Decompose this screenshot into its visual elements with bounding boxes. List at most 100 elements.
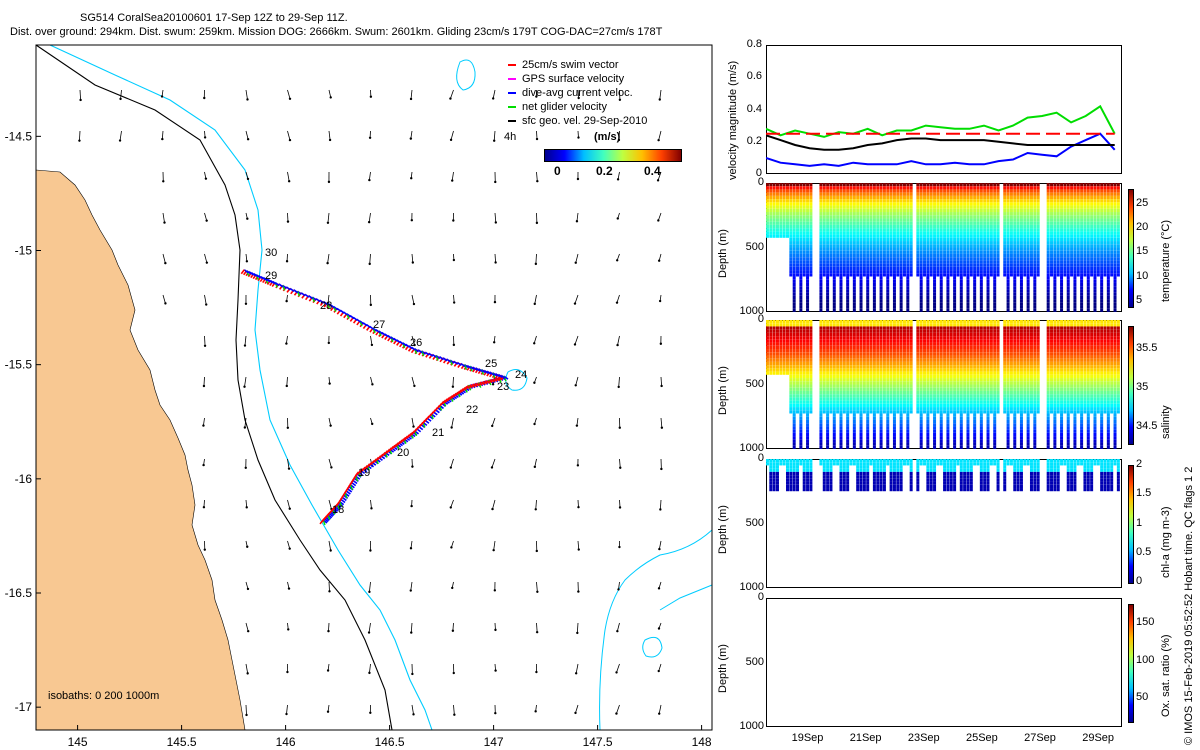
profile-sample <box>782 202 786 206</box>
profile-sample <box>839 237 843 242</box>
profile-sample <box>866 361 870 366</box>
legend-label: GPS surface velocity <box>522 73 625 85</box>
profile-sample <box>1053 186 1057 190</box>
profile-sample <box>1060 276 1064 280</box>
profile-sample <box>929 218 933 222</box>
profile-sample <box>792 323 796 327</box>
profile-sample <box>892 208 896 212</box>
profile-sample <box>846 413 850 417</box>
sfc-velocity-arrow <box>535 130 539 141</box>
profile-sample <box>1013 186 1017 190</box>
profile-sample <box>923 183 927 187</box>
profile-sample <box>916 202 920 206</box>
profile-sample <box>792 345 796 349</box>
profile-sample <box>802 384 806 388</box>
profile-sample <box>809 339 813 343</box>
profile-sample <box>789 241 793 245</box>
legend-swatch <box>508 78 516 81</box>
profile-sample <box>852 368 856 372</box>
profile-sample <box>906 299 910 303</box>
profile-sample <box>839 378 843 382</box>
profile-sample <box>1003 228 1007 232</box>
profile-sample <box>806 365 810 369</box>
profile-sample <box>939 247 943 251</box>
profile-sample <box>869 361 873 366</box>
profile-sample <box>866 413 870 417</box>
profile-sample <box>949 205 953 209</box>
profile-sample <box>869 349 873 353</box>
profile-sample <box>1006 308 1010 312</box>
profile-sample <box>822 205 826 209</box>
profile-sample <box>1029 263 1033 267</box>
profile-sample <box>959 183 963 187</box>
profile-sample <box>849 394 853 398</box>
profile-sample <box>1003 247 1007 251</box>
profile-sample <box>916 218 920 222</box>
profile-sample <box>799 195 803 200</box>
profile-sample <box>926 282 930 287</box>
profile-sample <box>866 352 870 356</box>
profile-sample <box>819 419 823 424</box>
profile-sample <box>949 273 953 277</box>
sfc-velocity-arrow <box>368 171 371 182</box>
profile-sample <box>1056 192 1060 196</box>
sfc-velocity-arrow <box>452 663 455 675</box>
profile-sample <box>1033 257 1037 261</box>
profile-sample <box>1086 202 1090 206</box>
profile-sample <box>1029 273 1033 277</box>
profile-sample <box>896 237 900 242</box>
profile-sample <box>1006 234 1010 238</box>
profile-sample <box>869 253 873 258</box>
profile-sample <box>969 273 973 277</box>
profile-sample <box>822 195 826 200</box>
profile-sample <box>953 228 957 232</box>
profile-sample <box>1053 289 1057 293</box>
profile-sample <box>1106 270 1110 274</box>
profile-sample <box>842 394 846 398</box>
profile-sample <box>1006 270 1010 274</box>
profile-sample <box>806 329 810 333</box>
profile-sample <box>889 253 893 258</box>
profile-sample <box>829 394 833 398</box>
profile-sample <box>796 400 800 404</box>
profile-sample <box>826 212 830 216</box>
profile-sample <box>1036 189 1040 193</box>
profile-sample <box>872 253 876 258</box>
profile-sample <box>1036 202 1040 206</box>
profile-sample <box>802 244 806 248</box>
profile-sample <box>1100 289 1104 293</box>
profile-sample <box>1046 205 1050 209</box>
profile-sample <box>766 218 769 222</box>
profile-sample <box>906 228 910 232</box>
profile-sample <box>1050 273 1054 277</box>
dac-vector <box>466 364 472 370</box>
profile-sample <box>772 342 776 346</box>
profile-sample <box>1023 270 1027 274</box>
profile-sample <box>1076 186 1080 190</box>
profile-sample <box>852 387 856 391</box>
profile-sample <box>943 234 947 238</box>
profile-sample <box>949 257 953 261</box>
profile-sample <box>916 208 920 212</box>
profile-sample <box>856 407 860 411</box>
profile-sample <box>856 368 860 372</box>
profile-sample <box>866 349 870 353</box>
profile-sample <box>792 426 796 430</box>
profile-sample <box>809 215 813 219</box>
profile-sample <box>866 436 870 440</box>
profile-sample <box>809 234 813 238</box>
coastline-land <box>35 169 246 731</box>
profile-sample <box>1056 228 1060 232</box>
profile-sample <box>926 237 930 242</box>
profile-sample <box>806 381 810 385</box>
profile-sample <box>1046 244 1050 248</box>
track-day-label: 26 <box>410 337 422 349</box>
profile-sample <box>802 202 806 206</box>
profile-sample <box>772 332 776 337</box>
profile-sample <box>1076 273 1080 277</box>
profile-sample <box>872 332 876 337</box>
profile-sample <box>789 270 793 274</box>
profile-sample <box>933 263 937 267</box>
profile-sample <box>896 231 900 235</box>
profile-sample <box>902 195 906 200</box>
